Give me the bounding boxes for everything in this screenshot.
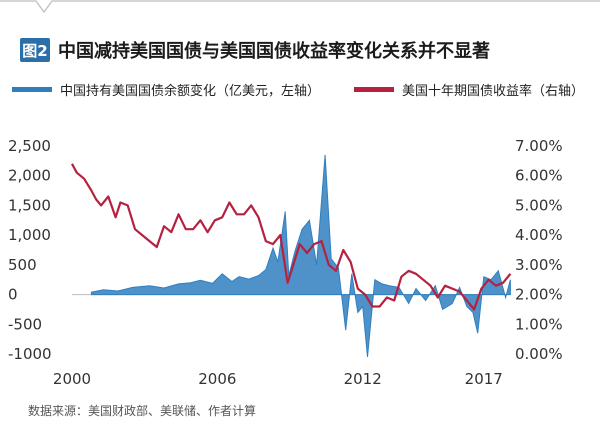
y-right-tick-label: 0.00%	[515, 345, 563, 363]
y-right-tick-label: 4.00%	[515, 226, 563, 244]
legend-swatch-treasury-yield	[354, 87, 395, 92]
chart-legend: 中国持有美国国债余额变化（亿美元，左轴） 美国十年期国债收益率（右轴）	[12, 80, 600, 99]
figure-header: 图2 中国减持美国国债与美国国债收益率变化关系并不显著	[20, 36, 490, 64]
y-right-tick-label: 2.00%	[515, 286, 563, 304]
legend-swatch-holdings-change	[12, 87, 52, 92]
top-notch-decoration	[0, 0, 600, 14]
legend-item-holdings-change: 中国持有美国国债余额变化（亿美元，左轴）	[12, 80, 320, 99]
y-left-tick-label: -500	[8, 315, 42, 333]
y-left-tick-label: 2,000	[8, 167, 51, 185]
x-tick-label: 2006	[198, 370, 236, 388]
legend-label-treasury-yield: 美国十年期国债收益率（右轴）	[402, 84, 585, 99]
series-treasury-yield-line	[71, 163, 512, 311]
y-right-tick-label: 7.00%	[515, 137, 563, 155]
y-left-tick-label: -1000	[8, 345, 52, 363]
series-holdings-change-area	[90, 154, 511, 358]
figure-number-badge: 图2	[20, 38, 50, 62]
y-left-tick-label: 1,500	[8, 196, 51, 214]
x-tick-label: 2000	[53, 370, 91, 388]
y-right-tick-label: 5.00%	[515, 196, 563, 214]
y-left-tick-label: 0	[8, 286, 18, 304]
y-left-tick-label: 500	[8, 256, 37, 274]
legend-item-treasury-yield: 美国十年期国债收益率（右轴）	[354, 80, 584, 99]
y-right-tick-label: 6.00%	[515, 167, 563, 185]
x-tick-label: 2017	[465, 370, 503, 388]
x-tick-label: 2012	[344, 370, 382, 388]
data-source-note: 数据来源：美国财政部、美联储、作者计算	[28, 404, 257, 418]
legend-label-holdings-change: 中国持有美国国债余额变化（亿美元，左轴）	[60, 84, 321, 99]
y-left-tick-label: 1,000	[8, 226, 51, 244]
chart-title: 中国减持美国国债与美国国债收益率变化关系并不显著	[58, 41, 490, 62]
y-right-tick-label: 3.00%	[515, 256, 563, 274]
y-right-tick-label: 1.00%	[515, 315, 563, 333]
y-left-tick-label: 2,500	[8, 137, 51, 155]
